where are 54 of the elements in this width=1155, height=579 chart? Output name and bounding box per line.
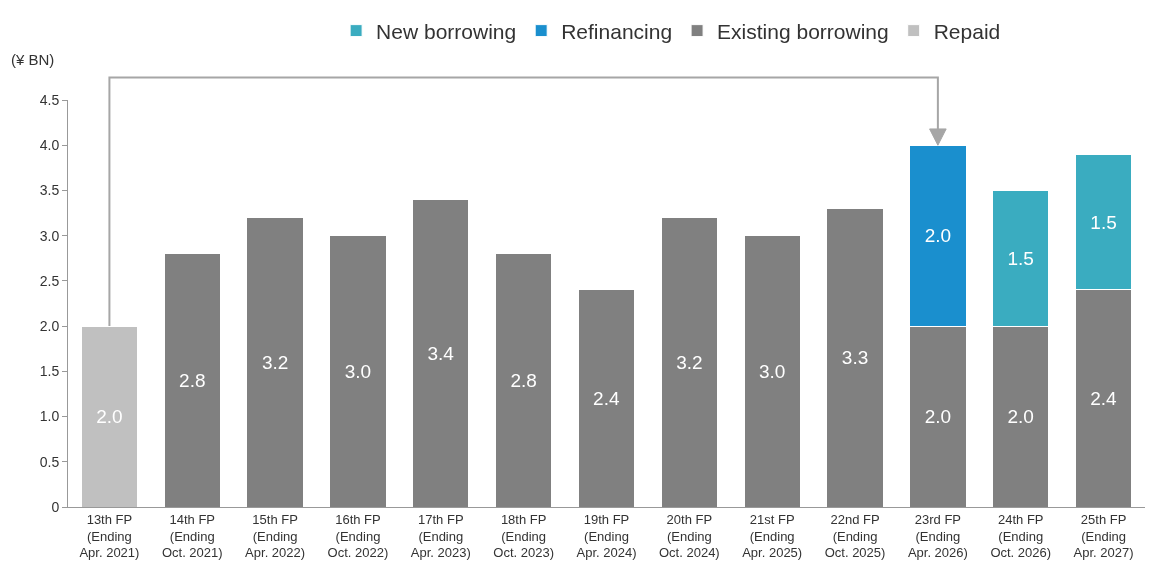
data-label: 2.0 — [924, 406, 952, 428]
data-label: 2.8 — [179, 369, 206, 391]
bar — [826, 208, 884, 507]
data-label: 1.5 — [1007, 247, 1034, 269]
data-label: 3.3 — [841, 347, 869, 369]
x-tick-label: 22nd FP (Ending Oct. 2025) — [824, 511, 886, 561]
bar — [246, 217, 304, 507]
y-tick-label: 1.5 — [39, 363, 60, 380]
data-label: 2.4 — [1090, 387, 1117, 409]
x-tick-label: 16th FP (Ending Oct. 2022) — [327, 511, 389, 561]
bar — [743, 235, 801, 507]
data-label: 1.5 — [1090, 211, 1117, 233]
x-tick-label: 15th FP (Ending Apr. 2022) — [245, 511, 306, 561]
data-label: 2.4 — [593, 387, 620, 409]
y-tick-label: 3.5 — [39, 182, 60, 199]
data-label: 3.0 — [344, 360, 372, 382]
x-tick-label: 21st FP (Ending Apr. 2025) — [742, 511, 803, 561]
legend-label: New borrowing — [376, 19, 517, 43]
data-label: 2.0 — [924, 225, 952, 247]
x-tick-label: 13th FP (Ending Apr. 2021) — [79, 511, 140, 561]
bar — [163, 253, 221, 507]
bar — [660, 217, 719, 507]
bar — [329, 235, 387, 507]
y-tick-label: 0.5 — [39, 453, 60, 470]
data-label: 3.4 — [427, 342, 455, 364]
bar — [412, 198, 470, 507]
x-tick-label: 24th FP (Ending Oct. 2026) — [990, 511, 1052, 561]
legend-label: Refinancing — [561, 19, 673, 43]
y-tick-label: 2.0 — [39, 318, 60, 335]
y-tick-label: 4.0 — [39, 137, 60, 154]
x-tick-label: 18th FP (Ending Oct. 2023) — [493, 511, 554, 561]
bar — [494, 253, 553, 507]
data-label: 2.0 — [1007, 406, 1034, 428]
x-tick-label: 23rd FP (Ending Apr. 2026) — [907, 511, 968, 561]
x-tick-label: 19th FP (Ending Apr. 2024) — [576, 511, 637, 561]
x-tick-label: 17th FP (Ending Apr. 2023) — [410, 511, 471, 561]
y-tick-label: 0 — [51, 498, 60, 515]
data-label: 2.8 — [510, 369, 537, 391]
y-tick-label: 4.5 — [39, 91, 60, 108]
data-label: 3.2 — [261, 351, 289, 373]
y-tick-label: 2.5 — [39, 272, 60, 289]
y-tick-label: 3.0 — [39, 227, 60, 244]
bar — [577, 289, 636, 507]
x-tick-label: 25th FP (Ending Apr. 2027) — [1073, 511, 1134, 561]
x-tick-label: 20th FP (Ending Oct. 2024) — [659, 511, 720, 561]
legend-label: Existing borrowing — [717, 19, 889, 43]
legend-label: Repaid — [933, 19, 1001, 43]
bar — [80, 325, 139, 507]
data-label: 3.2 — [676, 351, 703, 373]
y-tick-label: 1.0 — [39, 408, 60, 425]
y-axis-title: (¥ BN) — [11, 51, 55, 68]
data-label: 2.0 — [96, 406, 123, 428]
data-label: 3.0 — [758, 360, 786, 382]
x-tick-label: 14th FP (Ending Oct. 2021) — [161, 511, 223, 561]
